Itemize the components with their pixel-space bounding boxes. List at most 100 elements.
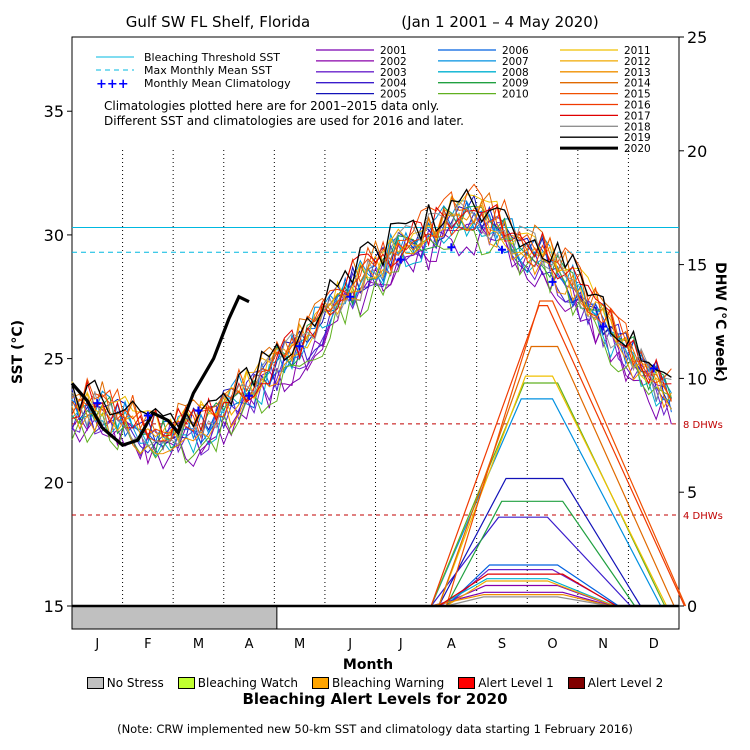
alert-legend-item: Alert Level 2 xyxy=(567,676,663,690)
x-tick-label: M xyxy=(193,637,204,652)
y-left-tick-label: 20 xyxy=(44,473,64,492)
year-legend-label-2008: 2008 xyxy=(502,67,529,79)
y-right-tick-label: 10 xyxy=(687,369,707,388)
dhw-reference-label: 4 DHWs xyxy=(683,511,723,522)
legend-threshold-label: Bleaching Threshold SST xyxy=(144,51,280,64)
alert-legend-label: Bleaching Watch xyxy=(197,676,298,690)
left-axis-group: 15 20 25 30 35 xyxy=(44,102,72,616)
alert-legend-item: Bleaching Warning xyxy=(312,676,444,690)
year-legend-label-2013: 2013 xyxy=(624,67,651,79)
climatology-marker xyxy=(396,255,405,264)
sst-line-2002 xyxy=(71,219,672,466)
x-tick-label: M xyxy=(294,637,305,652)
dhw-line-2009 xyxy=(445,500,636,607)
alert-legend-item: Alert Level 1 xyxy=(458,676,554,690)
threshold-lines-group xyxy=(72,226,679,253)
y-left-tick-label: 35 xyxy=(44,102,64,121)
year-legend-label-2020: 2020 xyxy=(624,143,651,155)
sst-line-2018 xyxy=(71,200,672,448)
y-right-tick-label: 20 xyxy=(687,142,707,161)
x-tick-label: F xyxy=(144,637,151,652)
alert-legend-swatch xyxy=(458,677,476,689)
climatology-marker xyxy=(245,391,254,400)
alert-legend-label: Bleaching Warning xyxy=(332,676,445,690)
dhw-series-group xyxy=(430,300,687,607)
alert-levels-title: Bleaching Alert Levels for 2020 xyxy=(242,690,508,708)
x-tick-label: A xyxy=(245,637,254,652)
climatology-note-1: Climatologies plotted here are for 2001–… xyxy=(104,99,439,113)
climatology-markers-group xyxy=(93,243,658,420)
year-legend-label-2006: 2006 xyxy=(502,45,529,57)
alert-legend-swatch xyxy=(86,677,104,689)
sst-line-2020 xyxy=(70,294,250,448)
x-tick-label: J xyxy=(347,637,352,652)
year-legend-label-2015: 2015 xyxy=(624,89,651,101)
year-legend-label-2018: 2018 xyxy=(624,121,651,133)
dhw-line-2013 xyxy=(430,594,612,607)
right-axis-group: 0 5 10 15 20 25 xyxy=(679,28,707,616)
x-tick-label: J xyxy=(94,637,99,652)
y-left-tick-label: 30 xyxy=(44,226,64,245)
x-tick-label: N xyxy=(598,637,608,652)
year-legend-label-2001: 2001 xyxy=(380,45,407,57)
x-tick-label: J xyxy=(398,637,403,652)
y-axis-label-left: SST (°C) xyxy=(10,320,26,384)
y-right-tick-label: 25 xyxy=(687,28,707,47)
x-tick-label: O xyxy=(547,637,557,652)
x-tick-label: S xyxy=(498,637,506,652)
alert-legend-swatch xyxy=(177,677,195,689)
climatology-marker xyxy=(649,364,658,373)
climatology-marker xyxy=(143,411,152,420)
climatology-marker xyxy=(447,243,456,252)
x-tick-label: A xyxy=(447,637,456,652)
climatology-marker xyxy=(93,399,102,408)
sst-line-2019 xyxy=(71,188,672,429)
y-right-tick-label: 15 xyxy=(687,256,707,275)
dhw-line-2017 xyxy=(438,573,617,607)
dhw-line-2012 xyxy=(445,580,615,607)
y-left-tick-label: 15 xyxy=(44,597,64,616)
sst-line-2009 xyxy=(71,205,672,455)
alert-legend-item: No Stress xyxy=(86,676,164,690)
year-legend-label-2009: 2009 xyxy=(502,78,529,90)
dhw-line-2018 xyxy=(446,596,611,607)
year-legend-label-2012: 2012 xyxy=(624,56,651,68)
dhw-reference-label: 8 DHWs xyxy=(683,420,723,431)
alert-strip-group xyxy=(71,604,679,630)
footnote: (Note: CRW implemented new 50-km SST and… xyxy=(117,722,633,736)
month-gridlines-group xyxy=(122,150,629,606)
climatology-marker xyxy=(599,322,608,331)
sst-line-2014 xyxy=(71,191,672,441)
climatology-marker xyxy=(194,406,203,415)
alert-level-legend: No Stress Bleaching Watch Bleaching Warnin… xyxy=(0,670,750,696)
y-left-tick-label: 25 xyxy=(44,350,64,369)
legend-mmm-label: Max Monthly Mean SST xyxy=(144,64,272,77)
legend-box: Bleaching Threshold SST Max Monthly Mean… xyxy=(96,45,651,155)
sst-line-2016 xyxy=(71,205,672,442)
year-legend-label-2019: 2019 xyxy=(624,132,651,144)
year-legend-label-2004: 2004 xyxy=(380,78,407,90)
alert-legend-swatch xyxy=(567,677,585,689)
sst-series-group xyxy=(70,183,672,470)
year-legend-label-2014: 2014 xyxy=(624,78,651,90)
y-axis-label-right: DHW (°C week) xyxy=(712,262,728,382)
dhw-line-2005 xyxy=(438,477,642,607)
year-legend-label-2011: 2011 xyxy=(624,45,651,57)
climatology-note-2: Different SST and climatologies are used… xyxy=(104,114,464,128)
chart-date-range: (Jan 1 2001 – 4 May 2020) xyxy=(401,13,598,31)
dhw-line-2015 xyxy=(445,300,687,607)
climatology-marker xyxy=(346,292,355,301)
dhw-line-2004 xyxy=(430,516,632,607)
x-tick-label: D xyxy=(649,637,659,652)
alert-legend-label: No Stress xyxy=(106,676,164,690)
climatology-marker xyxy=(548,277,557,286)
climatology-marker xyxy=(497,245,506,254)
y-right-tick-label: 0 xyxy=(687,597,697,616)
y-right-tick-label: 5 xyxy=(687,483,697,502)
alert-legend-swatch xyxy=(312,677,329,689)
dhw-line-2016 xyxy=(430,305,686,607)
year-legend-label-2007: 2007 xyxy=(502,56,529,68)
x-axis-label: Month xyxy=(343,657,393,670)
